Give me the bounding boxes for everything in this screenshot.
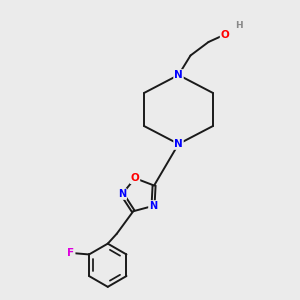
Text: H: H <box>235 21 242 30</box>
Text: O: O <box>220 29 230 40</box>
Text: N: N <box>174 139 183 149</box>
Text: F: F <box>68 248 75 258</box>
Text: N: N <box>118 189 126 199</box>
Text: O: O <box>130 173 140 183</box>
Text: N: N <box>149 201 157 211</box>
Text: N: N <box>174 70 183 80</box>
